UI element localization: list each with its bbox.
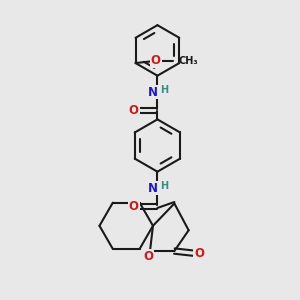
Text: O: O xyxy=(143,250,154,263)
Text: O: O xyxy=(129,104,139,117)
Text: CH₃: CH₃ xyxy=(178,56,198,66)
Text: O: O xyxy=(151,54,161,67)
Text: H: H xyxy=(160,181,168,191)
Text: H: H xyxy=(160,85,168,95)
Text: O: O xyxy=(129,200,139,213)
Text: O: O xyxy=(194,247,204,260)
Text: N: N xyxy=(148,182,158,194)
Text: N: N xyxy=(148,85,158,98)
